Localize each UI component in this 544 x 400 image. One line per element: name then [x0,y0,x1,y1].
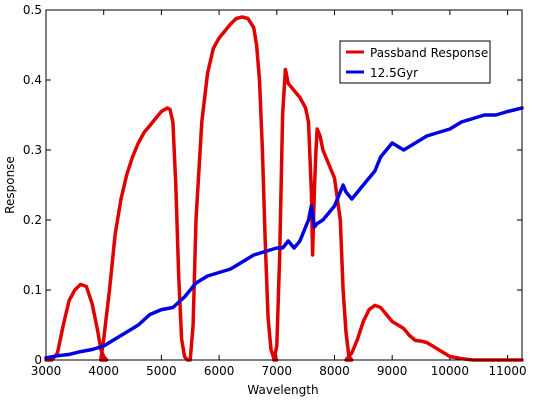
x-tick-label: 8000 [319,364,350,378]
y-tick-label: 0.3 [23,143,42,157]
plot-frame [45,9,523,361]
y-tick-label: 0.5 [23,3,42,17]
x-axis-label: Wavelength [247,383,318,397]
x-tick-label: 11000 [488,364,526,378]
y-tick-label: 0.4 [23,73,42,87]
x-tick-label: 10000 [431,364,469,378]
series-line-passband-response [44,15,524,362]
x-axis: 3000 4000 5000 6000 7000 8000 9000 10000 11000 [31,10,527,378]
series-line-12-5gyr [44,106,524,360]
x-tick-label: 4000 [88,364,119,378]
y-axis-label: Response [3,156,17,214]
x-tick-label: 5000 [146,364,177,378]
x-tick-label: 3000 [31,364,62,378]
y-axis: 0 0.1 0.2 0.3 0.4 0.5 [23,3,522,367]
x-tick-label: 6000 [204,364,235,378]
legend-label-12-5gyr: 12.5Gyr [370,66,418,80]
y-tick-label: 0.1 [23,283,42,297]
legend-box [339,40,491,84]
y-tick-label: 0 [34,353,42,367]
series-layer [44,15,524,362]
x-tick-label: 9000 [377,364,408,378]
y-tick-label: 0.2 [23,213,42,227]
plot-area: 3000 4000 5000 6000 7000 8000 9000 10000 11000 0… [23,3,527,378]
x-tick-label: 7000 [262,364,293,378]
legend: Passband Response 12.5Gyr [339,40,491,84]
legend-label-passband-response: Passband Response [370,46,488,60]
